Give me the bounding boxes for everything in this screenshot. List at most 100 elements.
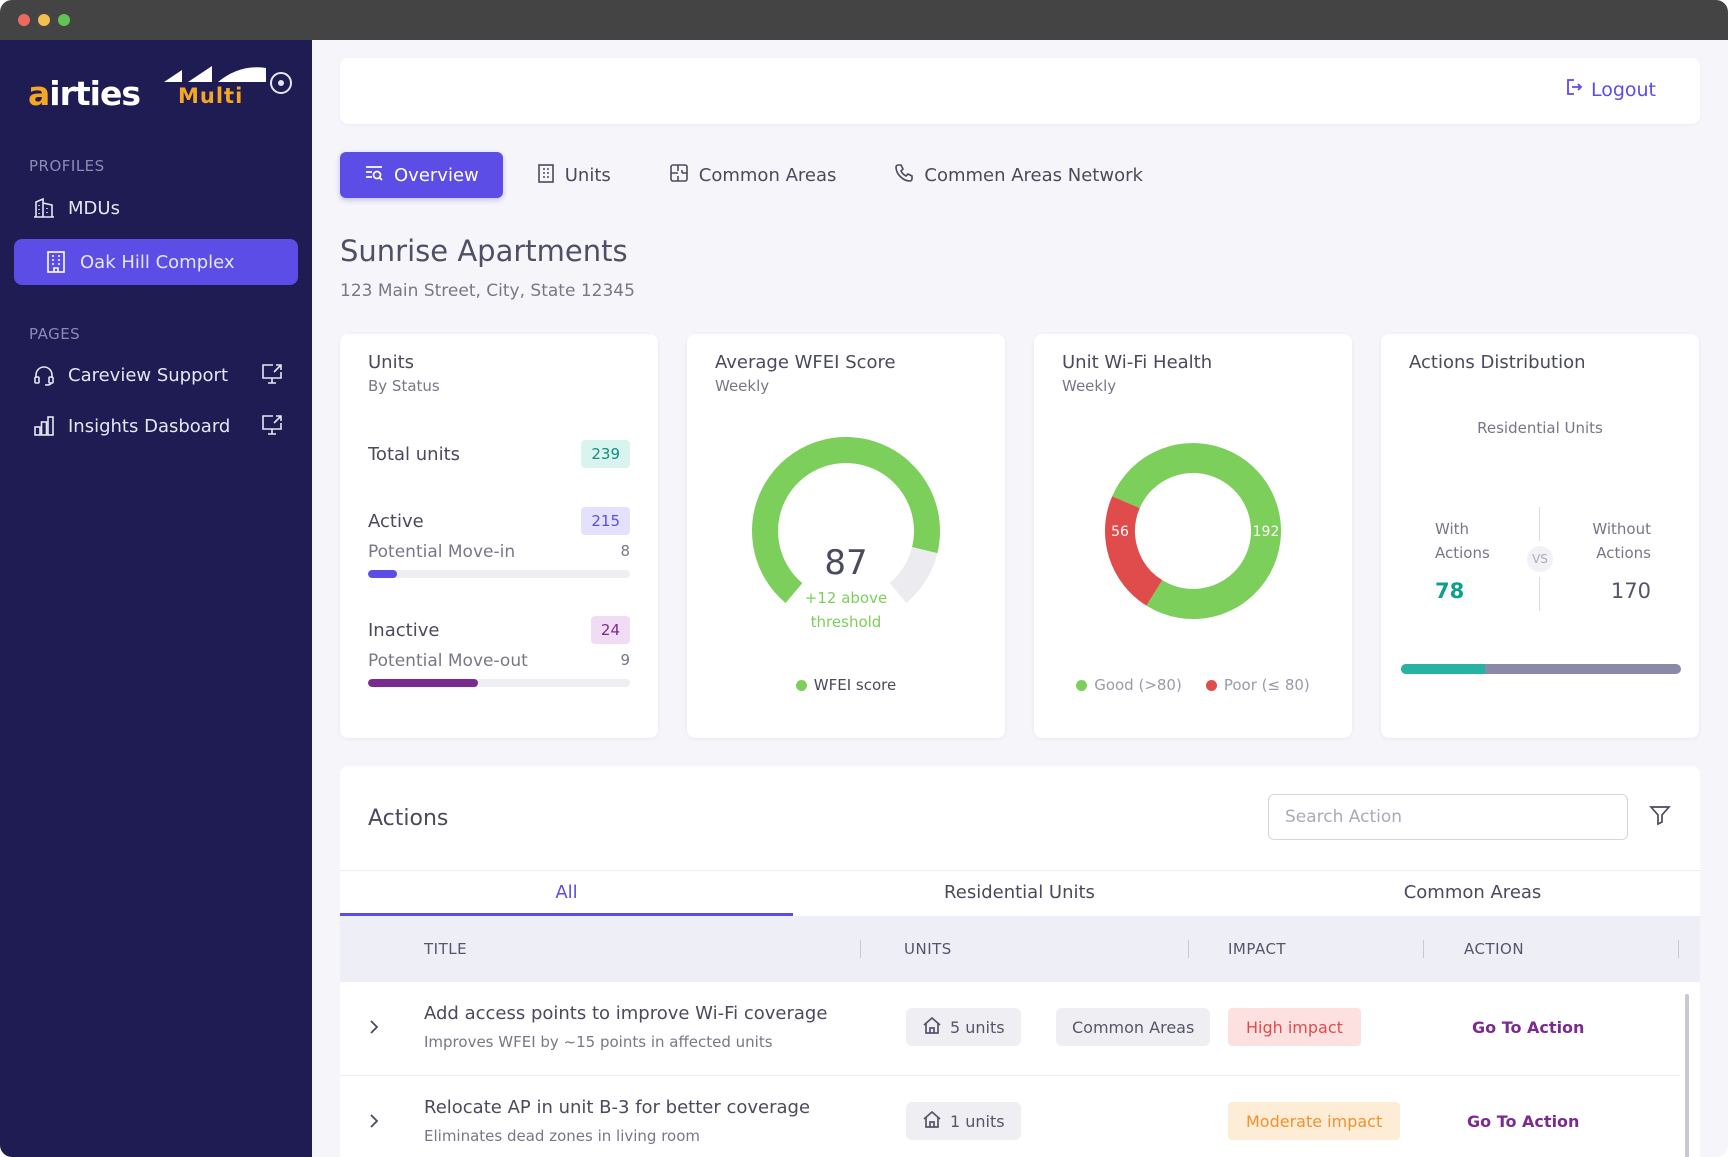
wifi-health-card: Unit Wi-Fi Health Weekly 192 56 Good (>8…: [1034, 334, 1352, 738]
wfei-delta-line2: threshold: [811, 613, 882, 631]
sidebar-item-oak-hill-complex[interactable]: Oak Hill Complex: [14, 239, 298, 285]
tab-common-areas[interactable]: Common Areas: [645, 152, 861, 198]
main-content: Logout Overview Units Common Areas: [312, 40, 1728, 1157]
logo-a: a: [28, 74, 50, 113]
main-tabs: Overview Units Common Areas Commen Areas…: [340, 152, 1167, 198]
wfei-card: Average WFEI Score Weekly 87 +12 above t…: [687, 334, 1005, 738]
logout-label: Logout: [1590, 78, 1656, 101]
actions-distribution-card: Actions Distribution Residential Units W…: [1381, 334, 1699, 738]
sidebar-item-label: Careview Support: [68, 364, 229, 386]
move-out-bar-fill: [368, 679, 479, 687]
tab-label: Overview: [394, 164, 479, 186]
search-action-input[interactable]: [1268, 794, 1628, 840]
profiles-section-label: PROFILES: [29, 157, 105, 175]
move-in-bar-fill: [368, 570, 397, 578]
pages-section-label: PAGES: [29, 325, 81, 343]
sidebar-item-insights-dashboard[interactable]: Insights Dasboard: [14, 403, 298, 449]
divider: [1539, 507, 1540, 541]
move-out-bar: [368, 679, 630, 687]
label-line: Actions: [1596, 544, 1651, 562]
distribution-bar: [1401, 664, 1681, 674]
phone-icon: [894, 163, 914, 188]
legend-label: Poor (≤ 80): [1223, 676, 1310, 694]
action-description: Improves WFEI by ~15 points in affected …: [424, 1033, 773, 1051]
airties-logo: airties Multi: [28, 62, 266, 113]
chevron-right-icon[interactable]: [368, 1018, 380, 1040]
legend-swatch: [1076, 679, 1088, 691]
good-count-label: 192: [1253, 524, 1280, 540]
column-units[interactable]: UNITS: [904, 940, 952, 958]
column-title[interactable]: TITLE: [424, 940, 468, 958]
logo-text: irties: [49, 74, 141, 113]
wfei-gauge: 87 +12 above threshold: [752, 437, 940, 631]
close-window-button[interactable]: [18, 14, 30, 26]
table-row: Relocate AP in unit B-3 for better cover…: [340, 1076, 1680, 1157]
chart-icon: [30, 412, 58, 440]
impact-badge: Moderate impact: [1228, 1102, 1401, 1140]
building-icon: [30, 194, 58, 222]
sidebar-item-mdus[interactable]: MDUs: [14, 185, 298, 231]
title-bar: [0, 0, 1728, 40]
stat-label: Potential Move-out: [368, 651, 528, 671]
sidebar-item-label: MDUs: [68, 197, 120, 219]
office-icon: [537, 163, 555, 188]
subtab-common-areas[interactable]: Common Areas: [1403, 882, 1542, 903]
sidebar: airties Multi PROFILES MDUs Oak Hill Com…: [0, 40, 312, 1157]
actions-panel: Actions All Residential Units Common Are…: [340, 766, 1700, 1157]
with-actions-label: With Actions: [1435, 517, 1490, 565]
column-action[interactable]: ACTION: [1464, 940, 1525, 958]
tab-overview[interactable]: Overview: [340, 152, 503, 198]
logout-button[interactable]: Logout: [1565, 78, 1656, 101]
action-description: Eliminates dead zones in living room: [424, 1127, 701, 1145]
total-units-badge: 239: [581, 440, 630, 468]
tab-common-areas-network[interactable]: Commen Areas Network: [870, 152, 1167, 198]
sidebar-item-label: Oak Hill Complex: [80, 251, 235, 273]
units-chip: 1 units: [906, 1102, 1021, 1140]
logo-multi: Multi: [178, 84, 244, 108]
units-count: 1 units: [950, 1111, 1005, 1131]
filter-icon[interactable]: [1649, 804, 1671, 830]
column-divider: [1423, 940, 1424, 958]
tab-units[interactable]: Units: [513, 152, 635, 198]
actions-title: Actions: [368, 806, 449, 831]
impact-badge: High impact: [1228, 1008, 1361, 1046]
table-header: TITLE UNITS IMPACT ACTION: [340, 916, 1700, 982]
home-icon: [922, 1015, 942, 1039]
legend-item: WFEI score: [795, 676, 897, 694]
active-units-badge: 215: [581, 507, 630, 535]
floorplan-icon: [669, 163, 689, 188]
move-in-bar: [368, 570, 630, 578]
subtab-all[interactable]: All: [340, 871, 793, 916]
divider: [1539, 577, 1540, 611]
tab-label: Units: [564, 164, 611, 186]
logout-icon: [1565, 78, 1583, 101]
maximize-window-button[interactable]: [58, 14, 70, 26]
stat-label: Total units: [368, 443, 461, 465]
office-icon: [42, 248, 70, 276]
legend-label: WFEI score: [813, 676, 897, 694]
label-line: Actions: [1435, 544, 1490, 562]
go-to-action-link[interactable]: Go To Action: [1467, 1112, 1580, 1131]
card-subtitle: Weekly: [715, 377, 770, 395]
action-title: Relocate AP in unit B-3 for better cover…: [424, 1097, 811, 1118]
subtab-residential-units[interactable]: Residential Units: [944, 882, 1095, 903]
external-screen-icon: [260, 363, 284, 390]
tab-label: Commen Areas Network: [924, 164, 1143, 186]
sidebar-toggle-icon[interactable]: [270, 72, 292, 94]
card-subtitle: Residential Units: [1477, 419, 1603, 437]
go-to-action-link[interactable]: Go To Action: [1472, 1018, 1585, 1037]
poor-count-label: 56: [1111, 524, 1129, 540]
table-scrollbar[interactable]: [1685, 994, 1689, 1157]
wifi-health-donut: 192 56: [1105, 443, 1281, 619]
tab-label: Common Areas: [698, 164, 837, 186]
distribution-bar-fill: [1401, 664, 1485, 674]
column-divider: [860, 940, 861, 958]
sidebar-item-careview-support[interactable]: Careview Support: [14, 352, 298, 398]
legend-item: Good (>80): [1076, 676, 1182, 694]
minimize-window-button[interactable]: [38, 14, 50, 26]
donut-slice-good: [1112, 443, 1281, 619]
column-impact[interactable]: IMPACT: [1228, 940, 1287, 958]
column-divider: [1188, 940, 1189, 958]
top-bar: Logout: [340, 58, 1700, 124]
chevron-right-icon[interactable]: [368, 1112, 380, 1134]
